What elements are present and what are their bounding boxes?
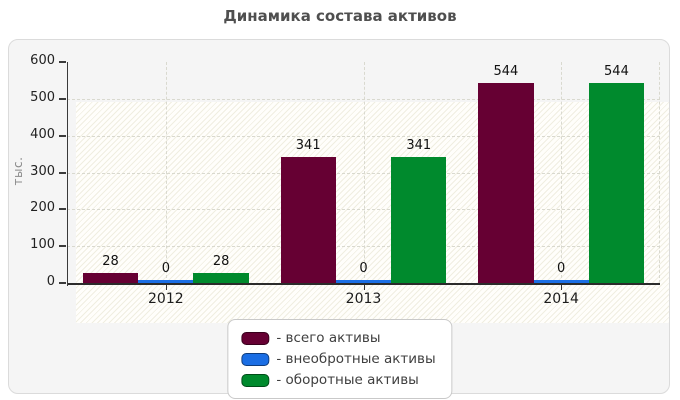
bar-value-label-current-assets-2014: 544 <box>604 63 629 79</box>
y-tick-mark-200 <box>59 208 66 211</box>
legend-label-current-assets: - оборотные активы <box>276 372 419 388</box>
bar-value-label-current-assets-2013: 341 <box>406 138 432 154</box>
y-tick-label-200: 200 <box>30 200 55 216</box>
bar-current-assets-2014 <box>588 82 645 283</box>
bar-value-label-total-assets-2013: 341 <box>295 138 321 154</box>
plot-area <box>76 102 669 323</box>
legend-label-total-assets: - всего активы <box>276 330 381 346</box>
y-tick-mark-500 <box>59 97 66 100</box>
chart-title: Динамика состава активов <box>223 7 457 25</box>
x-tick-mark-2013 <box>363 285 365 290</box>
y-tick-mark-400 <box>59 134 66 137</box>
v-gridline-2013 <box>363 62 365 283</box>
legend-item-current-assets: - оборотные активы <box>241 371 435 389</box>
legend-swatch-current-assets <box>241 373 270 387</box>
y-tick-mark-0 <box>59 282 66 284</box>
legend-item-non-current-assets: - внеобротные активы <box>241 350 436 368</box>
bar-non-current-assets-2013 <box>335 280 392 283</box>
y-tick-label-100: 100 <box>30 237 55 253</box>
y-tick-label-500: 500 <box>30 89 55 105</box>
y-tick-label-600: 600 <box>30 53 55 68</box>
y-tick-label-0: 0 <box>46 274 55 289</box>
x-tick-mark-2012 <box>165 285 167 290</box>
y-tick-mark-300 <box>59 171 66 174</box>
v-gridline-2014 <box>561 62 563 283</box>
legend-swatch-non-current-assets <box>241 352 270 366</box>
bar-total-assets-2013 <box>280 157 336 283</box>
bar-value-label-total-assets-2012: 28 <box>102 253 119 269</box>
bar-value-label-non-current-assets-2013: 0 <box>359 261 368 276</box>
x-tick-mark-2014 <box>561 285 563 290</box>
bar-total-assets-2014 <box>478 82 534 283</box>
bar-non-current-assets-2012 <box>138 280 194 283</box>
x-axis-label-2014: 2014 <box>543 291 579 307</box>
legend-swatch-total-assets <box>241 331 270 345</box>
x-axis-line <box>67 283 660 285</box>
bar-non-current-assets-2014 <box>533 280 589 283</box>
v-gridline-right-edge <box>659 62 660 283</box>
bar-total-assets-2012 <box>82 272 139 283</box>
bar-value-label-total-assets-2014: 544 <box>493 63 519 79</box>
x-axis-label-2013: 2013 <box>345 291 382 307</box>
y-tick-mark-600 <box>59 61 66 63</box>
v-gridline-2012 <box>165 62 167 283</box>
legend-item-total-assets: - всего активы <box>241 329 435 347</box>
bar-current-assets-2013 <box>391 157 447 283</box>
legend: - всего активы - внеобротные активы - обор… <box>227 319 453 399</box>
y-tick-mark-100 <box>59 245 66 248</box>
y-axis-line <box>67 62 68 286</box>
bar-current-assets-2012 <box>193 272 249 283</box>
y-tick-label-300: 300 <box>30 163 55 179</box>
bar-value-label-current-assets-2012: 28 <box>212 253 230 269</box>
bar-value-label-non-current-assets-2012: 0 <box>161 261 170 276</box>
bar-value-label-non-current-assets-2014: 0 <box>557 261 566 276</box>
y-tick-label-400: 400 <box>30 126 55 142</box>
x-axis-label-2012: 2012 <box>148 291 184 307</box>
legend-label-non-current-assets: - внеобротные активы <box>276 351 436 367</box>
